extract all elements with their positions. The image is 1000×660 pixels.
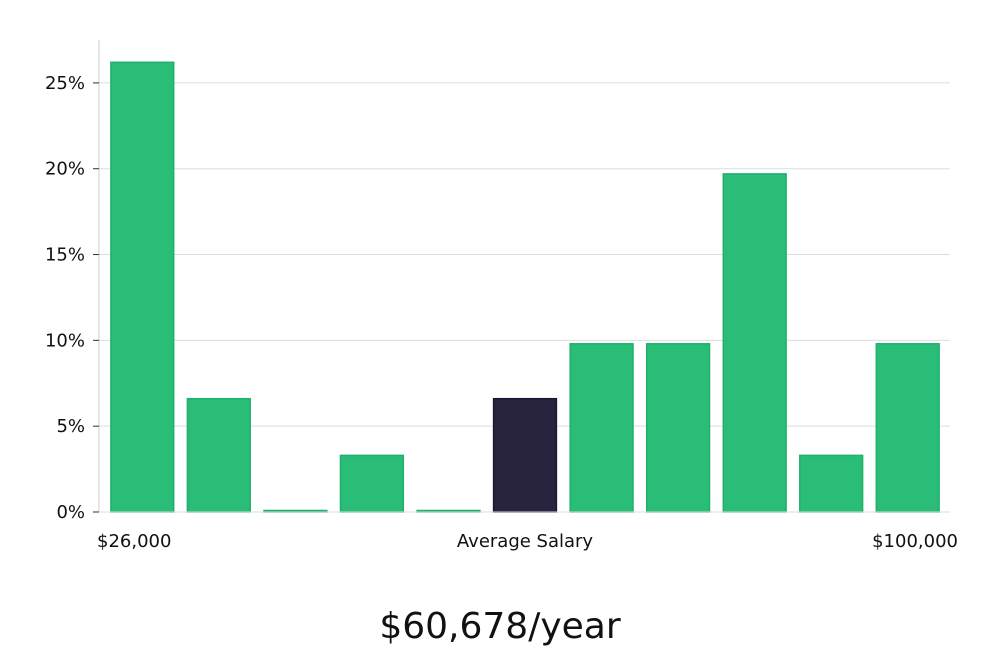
- y-tick-labels: 0% 5% 10% 15% 20% 25%: [45, 73, 99, 523]
- salary-histogram: 0%5%10%15%20%25% $26,000 Average Salary …: [45, 40, 958, 552]
- y-tick-label: 25%: [45, 73, 85, 94]
- y-tick-label: 5%: [56, 416, 85, 437]
- average-salary-value: $60,678/year: [379, 606, 621, 647]
- bar-average-salary: [492, 397, 558, 513]
- bar: [799, 454, 864, 513]
- bar: [186, 397, 251, 513]
- y-tick-label: 0%: [56, 502, 85, 523]
- bar: [110, 61, 175, 513]
- y-tick-label: 10%: [45, 330, 85, 351]
- gridlines: [99, 82, 950, 427]
- bar: [339, 454, 405, 513]
- x-label-center: Average Salary: [457, 531, 594, 552]
- x-label-max: $100,000: [872, 531, 958, 552]
- bar: [569, 343, 634, 513]
- bar: [645, 343, 711, 513]
- bars: [110, 61, 940, 513]
- y-tick-label: 15%: [45, 245, 85, 266]
- x-label-min: $26,000: [97, 531, 171, 552]
- y-tick-label: 20%: [45, 159, 85, 180]
- bar: [875, 343, 940, 513]
- bar: [722, 173, 787, 513]
